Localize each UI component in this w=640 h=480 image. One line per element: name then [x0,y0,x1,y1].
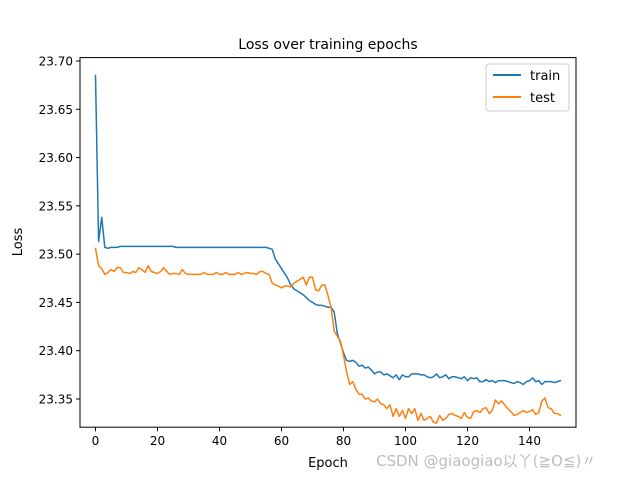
x-tick-label: 80 [336,434,351,448]
y-tick-label: 23.35 [39,392,73,406]
chart-title: Loss over training epochs [238,37,417,53]
y-tick-label: 23.50 [39,248,73,262]
x-tick-label: 60 [274,434,289,448]
y-tick-label: 23.70 [39,54,73,68]
y-tick-label: 23.65 [39,103,73,117]
x-axis-ticks: 0 20 40 60 80 100 120 140 [92,427,541,448]
x-tick-label: 120 [456,434,479,448]
x-tick-label: 140 [518,434,541,448]
x-tick-label: 20 [150,434,165,448]
series-line-train [94,74,562,386]
plot-frame [79,57,577,428]
y-tick-label: 23.45 [39,296,73,310]
y-tick-label: 23.60 [39,151,73,165]
y-axis-label: Loss [11,228,26,257]
x-axis-label: Epoch [308,456,348,471]
y-axis-ticks: 23.35 23.40 23.45 23.50 23.55 23.60 23.65 23.70 [39,54,80,406]
y-tick-label: 23.40 [39,344,73,358]
x-tick-label: 100 [394,434,417,448]
x-tick-label: 40 [212,434,227,448]
x-tick-label: 0 [92,434,100,448]
series-layer [94,74,562,424]
legend: train test [485,63,570,112]
legend-label-test: test [530,91,555,106]
legend-label-train: train [530,69,560,84]
y-tick-label: 23.55 [39,199,73,213]
watermark: CSDN @giaogiao以丫(≧O≦)〃 [376,452,597,470]
series-line-test [94,247,562,424]
